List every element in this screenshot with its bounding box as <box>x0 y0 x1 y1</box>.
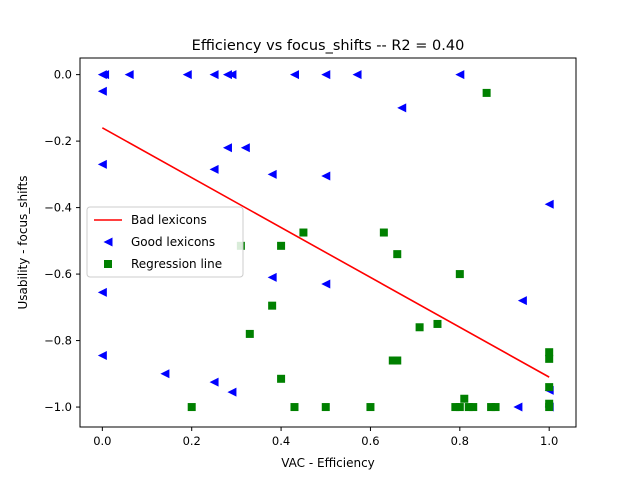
good-lexicon-point <box>321 70 331 80</box>
good-lexicon-point <box>513 402 523 412</box>
chart-title: Efficiency vs focus_shifts -- R2 = 0.40 <box>192 38 465 54</box>
y-tick-label: 0.0 <box>54 68 72 82</box>
regression-point <box>187 403 196 412</box>
good-lexicon-point <box>352 70 362 80</box>
good-lexicon-point <box>227 387 237 397</box>
legend: Bad lexicons Good lexicons Regression line <box>86 206 244 278</box>
regression-point <box>388 356 397 365</box>
good-lexicon-point <box>289 70 299 80</box>
regression-point <box>379 228 388 237</box>
x-tick-label: 0.0 <box>93 434 111 448</box>
y-tick-label: −0.8 <box>44 334 72 348</box>
good-lexicon-point <box>209 377 219 387</box>
regression-point <box>460 394 469 403</box>
good-lexicon-point <box>455 70 465 80</box>
y-tick-label: −0.6 <box>44 267 72 281</box>
good-lexicon-point <box>321 171 331 181</box>
regression-point <box>299 228 308 237</box>
y-tick-label: −1.0 <box>44 400 72 414</box>
legend-square-swatch <box>104 260 112 268</box>
regression-point <box>277 241 286 250</box>
regression-point <box>545 403 554 412</box>
regression-point <box>268 301 277 310</box>
good-lexicon-point <box>321 279 331 289</box>
regression-point <box>464 403 473 412</box>
good-lexicon-point <box>182 70 192 80</box>
legend-label: Good lexicons <box>131 235 215 249</box>
legend-label: Bad lexicons <box>131 213 207 227</box>
x-tick-label: 0.4 <box>272 434 290 448</box>
x-tick-label: 1.0 <box>540 434 558 448</box>
x-tick-label: 0.2 <box>183 434 201 448</box>
legend-box <box>86 206 244 278</box>
legend-label: Regression line <box>131 257 222 271</box>
good-lexicon-point <box>227 70 237 80</box>
regression-point <box>545 348 554 357</box>
legend-triangle-swatch <box>103 237 113 247</box>
regression-point <box>455 270 464 279</box>
y-tick-label: −0.2 <box>44 134 72 148</box>
good-lexicon-point <box>97 159 107 169</box>
regression-point <box>366 403 375 412</box>
good-lexicon-point <box>544 199 554 209</box>
good-lexicon-point <box>97 351 107 361</box>
regression-point <box>245 329 254 338</box>
regression-point <box>469 403 478 412</box>
good-lexicon-point <box>100 70 110 80</box>
good-lexicon-point <box>517 296 527 306</box>
good-lexicon-point <box>124 70 134 80</box>
regression-point <box>290 403 299 412</box>
good-lexicon-point <box>397 103 407 113</box>
regression-point <box>487 403 496 412</box>
regression-line <box>101 127 550 378</box>
y-tick-label: −0.4 <box>44 201 72 215</box>
regression-point <box>545 383 554 392</box>
regression-point <box>393 250 402 259</box>
good-lexicon-point <box>222 143 232 153</box>
regression-point <box>415 323 424 332</box>
good-lexicon-point <box>160 369 170 379</box>
x-tick-label: 0.8 <box>451 434 469 448</box>
x-tick-label: 0.6 <box>361 434 379 448</box>
regression-point <box>482 88 491 97</box>
regression-point <box>393 356 402 365</box>
regression-point <box>491 403 500 412</box>
y-axis-label: Usability - focus_shifts <box>16 176 30 310</box>
regression-point <box>455 403 464 412</box>
regression-point <box>277 374 286 383</box>
regression-point <box>545 354 554 363</box>
regression-point <box>433 319 442 328</box>
good-lexicon-point <box>267 272 277 282</box>
good-lexicon-point <box>267 169 277 179</box>
good-lexicon-point <box>209 164 219 174</box>
regression-point <box>451 403 460 412</box>
plot-frame <box>79 57 577 428</box>
x-axis-label: VAC - Efficiency <box>281 456 375 470</box>
good-lexicon-point <box>97 287 107 297</box>
good-lexicon-point <box>97 86 107 96</box>
regression-point <box>321 403 330 412</box>
good-lexicon-point <box>240 143 250 153</box>
good-lexicon-point <box>209 70 219 80</box>
